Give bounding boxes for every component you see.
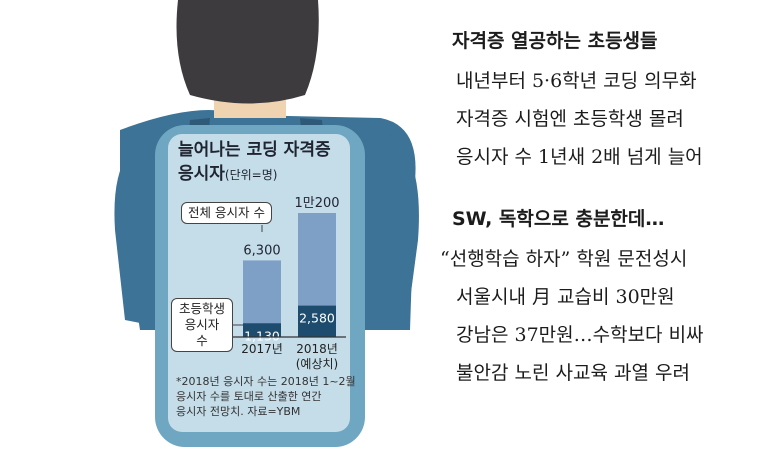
x-tick-label: (예상치) — [296, 357, 338, 371]
footnote-line: 응시자 전망치. 자료=YBM — [176, 405, 301, 418]
hair — [176, 0, 319, 104]
bar-elementary — [243, 323, 281, 337]
chart-title: 늘어나는 코딩 자격증 응시자(단위=명) — [178, 138, 331, 187]
x-tick-label: 2018년 — [296, 342, 338, 356]
data-label-elementary: 1,130 — [244, 328, 280, 343]
legend-total: 전체 응시자 수 — [181, 202, 272, 224]
summary-line: “선행학습 하자” 학원 문전성시 — [440, 248, 688, 270]
summary-line: 불안감 노린 사교육 과열 우려 — [456, 362, 690, 384]
footnote-line: *2018년 응시자 수는 2018년 1~2월 — [176, 375, 356, 388]
chart-unit: (단위=명) — [224, 168, 278, 182]
summary-line: 서울시내 月 교습비 30만원 — [456, 286, 675, 308]
chart-footnote: *2018년 응시자 수는 2018년 1~2월 응시자 수를 토대로 산출한 … — [176, 374, 356, 419]
chart-title-line2: 응시자 — [178, 164, 225, 184]
footnote-line: 응시자 수를 토대로 산출한 연간 — [176, 390, 322, 403]
legend-elementary: 초등학생 응시자 수 — [171, 298, 233, 352]
headline-1: 자격증 열공하는 초등생들 — [452, 30, 658, 52]
data-label-elementary: 2,580 — [299, 311, 335, 326]
summary-line: 내년부터 5·6학년 코딩 의무화 — [456, 70, 697, 92]
data-label-total: 6,300 — [243, 243, 280, 258]
bar-elementary — [298, 305, 336, 337]
summary-line: 자격증 시험엔 초등학생 몰려 — [456, 108, 684, 130]
headline-2: SW, 독학으로 충분한데… — [452, 208, 665, 230]
x-tick-label: 2017년 — [241, 342, 283, 356]
summary-line: 응시자 수 1년새 2배 넘게 늘어 — [456, 146, 703, 168]
arm-left — [114, 140, 150, 325]
chart-title-line1: 늘어나는 코딩 자격증 — [178, 140, 331, 160]
arm-right — [380, 130, 419, 300]
summary-line: 강남은 37만원…수학보다 비싸 — [456, 324, 704, 346]
data-label-total: 1만200 — [294, 196, 339, 211]
